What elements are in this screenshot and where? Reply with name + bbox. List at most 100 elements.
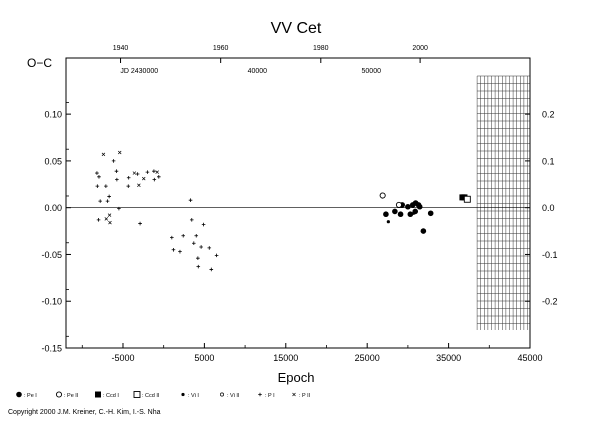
y-tick-label: 0.05	[44, 156, 62, 166]
year-tick-label: 2000	[412, 45, 428, 52]
data-point-p-i	[126, 175, 131, 180]
data-point-p-i	[152, 169, 156, 173]
right-axis: 0.2 0.1 0.0 -0.1 -0.2	[525, 110, 558, 307]
right-tick-label: 0.0	[542, 203, 555, 213]
data-point-p-i	[97, 175, 101, 179]
data-point-p-i	[214, 253, 219, 258]
y-axis-label: O−C	[27, 56, 52, 70]
data-point-p-ii	[132, 171, 137, 175]
data-point-p-ii	[104, 217, 109, 221]
right-tick-label: 0.2	[542, 110, 555, 120]
data-point-p-i	[138, 221, 142, 226]
y-tick-label: 0.00	[44, 203, 62, 213]
data-point-p-ii	[141, 176, 146, 181]
y-tick-label: 0.10	[44, 110, 62, 120]
legend-marker	[55, 391, 63, 398]
right-tick-label: 0.1	[542, 156, 555, 166]
legend-marker	[220, 392, 224, 397]
y-tick-label: -0.05	[41, 250, 62, 260]
data-point-vi-i	[386, 220, 390, 224]
data-point-p-ii	[101, 152, 106, 157]
data-point-pe-i	[416, 203, 423, 210]
legend-marker	[16, 391, 22, 398]
data-point-p-i	[95, 171, 99, 175]
data-point-p-i	[196, 256, 200, 260]
legend-marker	[181, 392, 185, 397]
data-point-p-i	[104, 184, 108, 188]
legend: : Pe I: Pe II: Ccd I: Ccd II: Vi I: Vi I…	[16, 391, 311, 399]
x-tick-label: -5000	[111, 353, 134, 363]
data-point-pe-i	[420, 228, 427, 234]
legend-marker	[258, 392, 262, 397]
data-point-p-i	[111, 159, 116, 163]
data-point-p-i	[115, 177, 119, 182]
data-point-p-i	[152, 177, 157, 182]
y-tick-label: -0.10	[41, 297, 62, 307]
data-point-vi-i	[411, 211, 416, 215]
year-tick-label: 1980	[313, 45, 329, 52]
year-tick-label: 1940	[113, 45, 129, 52]
legend-label: : Pe II	[64, 393, 79, 399]
plot-frame	[65, 57, 531, 349]
x-tick-label: 45000	[517, 353, 542, 363]
data-point-p-i	[107, 194, 111, 199]
jd-axis: JD 2430000 40000 50000	[120, 68, 381, 75]
data-point-p-ii	[137, 183, 141, 187]
data-point-p-i	[171, 247, 176, 252]
legend-marker	[95, 391, 101, 398]
data-point-ccd-ii	[463, 195, 471, 203]
legend-label: : Ccd I	[103, 393, 119, 399]
jd-tick-label: JD 2430000	[120, 68, 158, 75]
data-point-p-ii	[108, 220, 112, 225]
data-point-p-i	[170, 235, 174, 240]
x-tick-label: 35000	[436, 353, 461, 363]
legend-label: : P II	[299, 393, 311, 399]
x-axis-label: Epoch	[278, 370, 315, 385]
legend-marker	[292, 392, 296, 397]
legend-label: : P I	[265, 393, 275, 399]
data-point-pe-i	[407, 211, 414, 218]
data-point-p-i	[114, 169, 119, 173]
year-tick-label: 1960	[213, 45, 229, 52]
data-point-p-i	[157, 175, 161, 179]
right-tick-label: -0.1	[542, 250, 558, 260]
x-tick-label: 5000	[194, 353, 214, 363]
data-point-p-i	[117, 206, 121, 211]
legend-label: : Vi I	[188, 393, 199, 399]
data-point-p-i	[96, 218, 101, 222]
data-point-pe-ii	[395, 201, 402, 208]
data-point-p-i	[135, 172, 140, 176]
data-point-p-i	[199, 245, 203, 249]
data-point-pe-i	[405, 203, 411, 210]
data-point-p-i	[189, 218, 194, 222]
data-point-pe-i	[427, 210, 434, 217]
chart-title: VV Cet	[271, 20, 322, 37]
x-axis: -5000 5000 15000 25000 35000 45000	[81, 343, 543, 363]
data-point-p-ii	[107, 213, 112, 217]
hatched-region	[476, 75, 530, 330]
data-point-p-i	[126, 184, 131, 188]
data-point-pe-i	[383, 211, 389, 218]
year-axis: 1940 1960 1980 2000	[113, 45, 428, 63]
legend-label: : Ccd II	[142, 393, 160, 399]
data-point-p-i	[209, 267, 214, 272]
data-point-p-i	[188, 198, 193, 202]
legend-label: : Vi II	[227, 393, 240, 399]
data-point-p-i	[105, 199, 110, 203]
data-point-p-i	[98, 199, 102, 203]
y-axis: -0.15 -0.10 -0.05 0.00 0.05 0.10	[41, 102, 71, 354]
right-tick-label: -0.2	[542, 297, 558, 307]
x-tick-label: 15000	[273, 353, 298, 363]
jd-tick-label: 50000	[362, 68, 382, 75]
data-point-p-i	[178, 249, 182, 254]
data-point-p-i	[201, 222, 206, 227]
data-point-p-i	[192, 241, 196, 246]
data-point-p-i	[95, 184, 100, 188]
jd-tick-label: 40000	[248, 68, 268, 75]
data-point-p-ii	[117, 150, 122, 155]
legend-marker	[133, 391, 141, 398]
data-point-p-i	[181, 233, 186, 238]
y-tick-label: -0.15	[41, 344, 62, 354]
data-point-p-i	[145, 170, 150, 174]
